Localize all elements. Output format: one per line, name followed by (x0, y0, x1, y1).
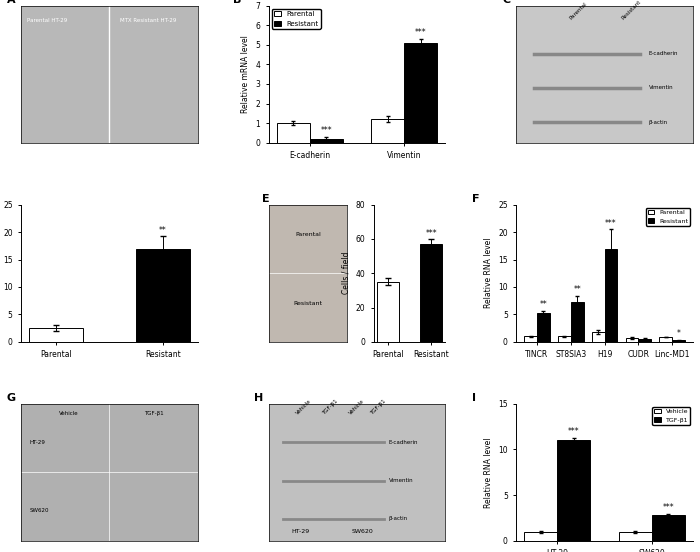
Bar (524, 336, 537, 342)
Text: **: ** (159, 226, 167, 235)
Text: ***: *** (568, 427, 580, 436)
Text: A: A (7, 0, 15, 4)
Legend: Vehicle, TGF-β1: Vehicle, TGF-β1 (652, 407, 690, 425)
Bar (672, 340, 685, 342)
Text: HT-29: HT-29 (291, 529, 309, 534)
Bar (557, 440, 590, 541)
Bar (638, 339, 651, 342)
Text: Vehicle: Vehicle (349, 398, 365, 416)
Text: Vimentin: Vimentin (389, 478, 414, 483)
Text: HT-29: HT-29 (30, 439, 46, 444)
Text: E-cadherin: E-cadherin (649, 51, 678, 56)
Bar (421, 244, 442, 342)
Text: ***: *** (663, 503, 674, 512)
Text: **: ** (540, 300, 547, 309)
Text: Vimentin: Vimentin (649, 86, 673, 91)
Bar (619, 532, 652, 541)
Bar (558, 336, 570, 342)
Y-axis label: Relative RNA level: Relative RNA level (484, 238, 493, 309)
Text: TGF-β1: TGF-β1 (370, 398, 387, 416)
Y-axis label: Relative mRNA level: Relative mRNA level (241, 35, 250, 113)
Text: β-actin: β-actin (649, 120, 668, 125)
Bar (524, 532, 557, 541)
Bar (136, 248, 190, 342)
Text: Resistant: Resistant (620, 0, 642, 20)
Text: Parental HT-29: Parental HT-29 (27, 18, 68, 23)
Text: E: E (262, 194, 270, 204)
Bar (570, 302, 584, 342)
Text: β-actin: β-actin (389, 517, 408, 522)
Text: B: B (233, 0, 242, 4)
Text: F: F (472, 194, 480, 204)
Text: ***: *** (415, 28, 426, 37)
Bar (276, 123, 309, 143)
Text: TGF-β1: TGF-β1 (322, 398, 340, 416)
Text: SW620: SW620 (30, 508, 49, 513)
Text: E-cadherin: E-cadherin (389, 439, 419, 444)
Text: ***: *** (606, 219, 617, 227)
Bar (626, 338, 638, 342)
Bar (405, 43, 438, 143)
Text: ***: *** (321, 126, 332, 135)
Text: *: * (677, 329, 680, 338)
Bar (592, 332, 605, 342)
Text: H: H (254, 392, 264, 403)
Text: ***: *** (426, 229, 437, 238)
Text: Vehicle: Vehicle (295, 398, 313, 416)
Text: Parental: Parental (295, 232, 321, 237)
Bar (29, 328, 83, 342)
Text: TGF-β1: TGF-β1 (144, 411, 163, 416)
Y-axis label: Cells / field: Cells / field (341, 252, 350, 294)
Text: **: ** (573, 285, 581, 294)
Text: C: C (502, 0, 510, 4)
Text: Vehicle: Vehicle (59, 411, 78, 416)
Bar (537, 314, 550, 342)
Bar (377, 282, 399, 342)
Text: G: G (7, 392, 16, 403)
Legend: Parental, Resistant: Parental, Resistant (272, 9, 321, 29)
Bar (309, 139, 343, 143)
Text: SW620: SW620 (351, 529, 373, 534)
Bar (659, 337, 672, 342)
Legend: Parental, Resistant: Parental, Resistant (646, 208, 690, 226)
Text: Parental: Parental (568, 1, 588, 20)
Text: MTX Resistant HT-29: MTX Resistant HT-29 (120, 18, 176, 23)
Bar (371, 119, 405, 143)
Bar (652, 516, 685, 541)
Text: I: I (472, 392, 476, 403)
Bar (605, 248, 617, 342)
Y-axis label: Relative RNA level: Relative RNA level (484, 437, 493, 507)
Text: Resistant: Resistant (293, 301, 323, 306)
